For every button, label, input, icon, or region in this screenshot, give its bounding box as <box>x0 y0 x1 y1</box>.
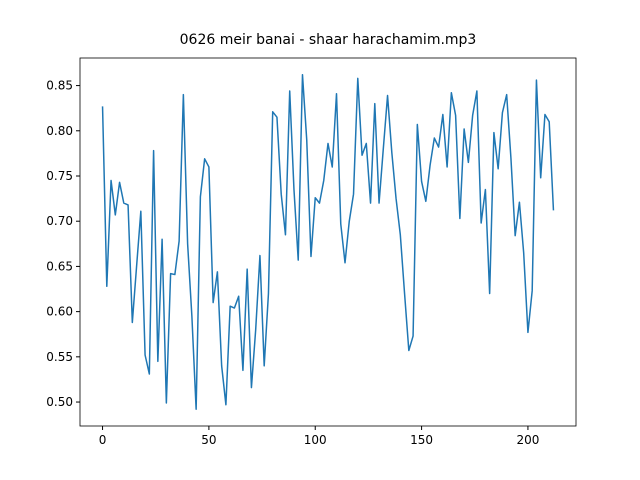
y-tick-label: 0.75 <box>46 169 73 183</box>
x-tick-label: 150 <box>410 433 433 447</box>
y-tick-label: 0.55 <box>46 350 73 364</box>
y-tick-label: 0.85 <box>46 79 73 93</box>
y-tick-label: 0.65 <box>46 259 73 273</box>
x-tick-label: 50 <box>201 433 216 447</box>
x-tick-label: 0 <box>99 433 107 447</box>
chart-title: 0626 meir banai - shaar harachamim.mp3 <box>180 32 477 48</box>
x-tick-label: 200 <box>516 433 539 447</box>
y-tick-label: 0.60 <box>46 305 73 319</box>
y-tick-label: 0.50 <box>46 395 73 409</box>
y-tick-label: 0.70 <box>46 214 73 228</box>
x-tick-label: 100 <box>304 433 327 447</box>
data-line <box>101 73 555 411</box>
plot-frame <box>79 57 577 427</box>
y-tick-label: 0.80 <box>46 124 73 138</box>
